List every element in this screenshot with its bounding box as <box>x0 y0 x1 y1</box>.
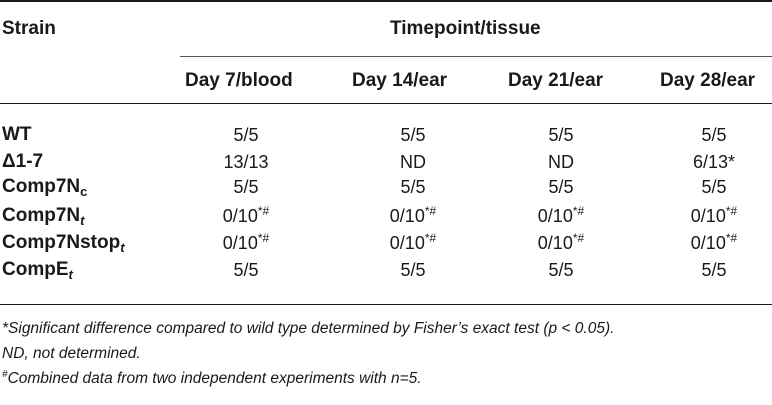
table-cell: 5/5 <box>353 260 473 281</box>
table-cell: 13/13 <box>186 152 306 173</box>
header-timepoint-tissue: Timepoint/tissue <box>390 18 541 39</box>
cell-superscript: *# <box>572 231 585 245</box>
cell-value: ND <box>548 152 574 172</box>
table-cell: 0/10*# <box>501 204 621 227</box>
cell-value: 5/5 <box>400 125 426 145</box>
table-cell: 0/10*# <box>353 204 473 227</box>
table-cell: 0/10*# <box>654 231 772 254</box>
table-top-rule <box>0 0 772 2</box>
table-cell: 5/5 <box>186 260 306 281</box>
cell-value: 0/10 <box>389 233 425 253</box>
table-cell: 5/5 <box>186 125 306 146</box>
footnote-nd: ND, not determined. <box>2 345 141 362</box>
cell-superscript: *# <box>424 204 437 218</box>
header-bottom-rule <box>0 103 772 104</box>
cell-value: ND <box>400 152 426 172</box>
strain-name: CompEt <box>2 259 73 281</box>
strain-base: WT <box>2 124 32 145</box>
strain-base: Comp7N <box>2 176 81 197</box>
table-cell: 5/5 <box>654 125 772 146</box>
table-cell: 6/13* <box>654 152 772 173</box>
strain-subscript: t <box>120 240 125 255</box>
cell-superscript: *# <box>572 204 585 218</box>
cell-value: 0/10 <box>222 206 258 226</box>
cell-value: 5/5 <box>400 260 426 280</box>
strain-base: Comp7N <box>2 205 81 226</box>
strain-subscript: c <box>80 184 88 199</box>
column-header-day21: Day 21/ear <box>508 70 604 91</box>
cell-value: 0/10 <box>222 233 258 253</box>
cell-value: 5/5 <box>701 177 727 197</box>
table-cell: 0/10*# <box>186 231 306 254</box>
footnote-combined-text: Combined data from two independent exper… <box>7 370 422 387</box>
strain-base: Comp7Nstop <box>2 232 121 253</box>
table-cell: ND <box>353 152 473 173</box>
cell-value: 0/10 <box>537 233 573 253</box>
cell-value: 0/10 <box>389 206 425 226</box>
cell-value: 5/5 <box>233 125 259 145</box>
strain-base: Δ1-7 <box>2 151 44 172</box>
cell-superscript: *# <box>424 231 437 245</box>
table-bottom-rule <box>0 304 772 305</box>
cell-value: 5/5 <box>701 125 727 145</box>
header-group-rule <box>180 56 772 57</box>
strain-name: Comp7Nc <box>2 176 87 198</box>
table-cell: 5/5 <box>654 260 772 281</box>
cell-value: 6/13* <box>692 152 736 172</box>
table-cell: 5/5 <box>654 177 772 198</box>
column-header-day28: Day 28/ear <box>660 70 756 91</box>
cell-value: 5/5 <box>548 177 574 197</box>
table-cell: 5/5 <box>501 177 621 198</box>
strain-base: CompE <box>2 259 69 280</box>
table-cell: 5/5 <box>186 177 306 198</box>
cell-superscript: *# <box>725 204 738 218</box>
column-header-day7: Day 7/blood <box>185 70 293 91</box>
footnote-combined: #Combined data from two independent expe… <box>2 366 770 391</box>
cell-value: 5/5 <box>233 177 259 197</box>
footnote-hash-mark: # <box>2 369 8 380</box>
cell-value: 5/5 <box>548 260 574 280</box>
cell-superscript: *# <box>257 231 270 245</box>
cell-value: 5/5 <box>548 125 574 145</box>
table-cell: ND <box>501 152 621 173</box>
strain-name: Comp7Nt <box>2 205 84 227</box>
footnote-significance: *Significant difference compared to wild… <box>2 320 615 337</box>
strain-name: Comp7Nstopt <box>2 232 125 254</box>
table-cell: 0/10*# <box>186 204 306 227</box>
table-cell: 5/5 <box>353 177 473 198</box>
cell-value: 0/10 <box>690 233 726 253</box>
cell-value: 13/13 <box>223 152 269 172</box>
table-cell: 0/10*# <box>654 204 772 227</box>
cell-value: 5/5 <box>701 260 727 280</box>
column-header-day14: Day 14/ear <box>352 70 448 91</box>
strain-subscript: t <box>68 267 73 282</box>
cell-superscript: *# <box>725 231 738 245</box>
table-cell: 0/10*# <box>501 231 621 254</box>
table-cell: 5/5 <box>501 260 621 281</box>
strain-name: Δ1-7 <box>2 151 43 173</box>
cell-value: 5/5 <box>233 260 259 280</box>
cell-value: 0/10 <box>537 206 573 226</box>
table-cell: 0/10*# <box>353 231 473 254</box>
strain-subscript: t <box>80 213 85 228</box>
table-cell: 5/5 <box>501 125 621 146</box>
cell-value: 5/5 <box>400 177 426 197</box>
header-strain: Strain <box>2 18 56 39</box>
table-cell: 5/5 <box>353 125 473 146</box>
footnotes: *Significant difference compared to wild… <box>2 316 770 391</box>
strain-name: WT <box>2 124 32 146</box>
cell-value: 0/10 <box>690 206 726 226</box>
cell-superscript: *# <box>257 204 270 218</box>
